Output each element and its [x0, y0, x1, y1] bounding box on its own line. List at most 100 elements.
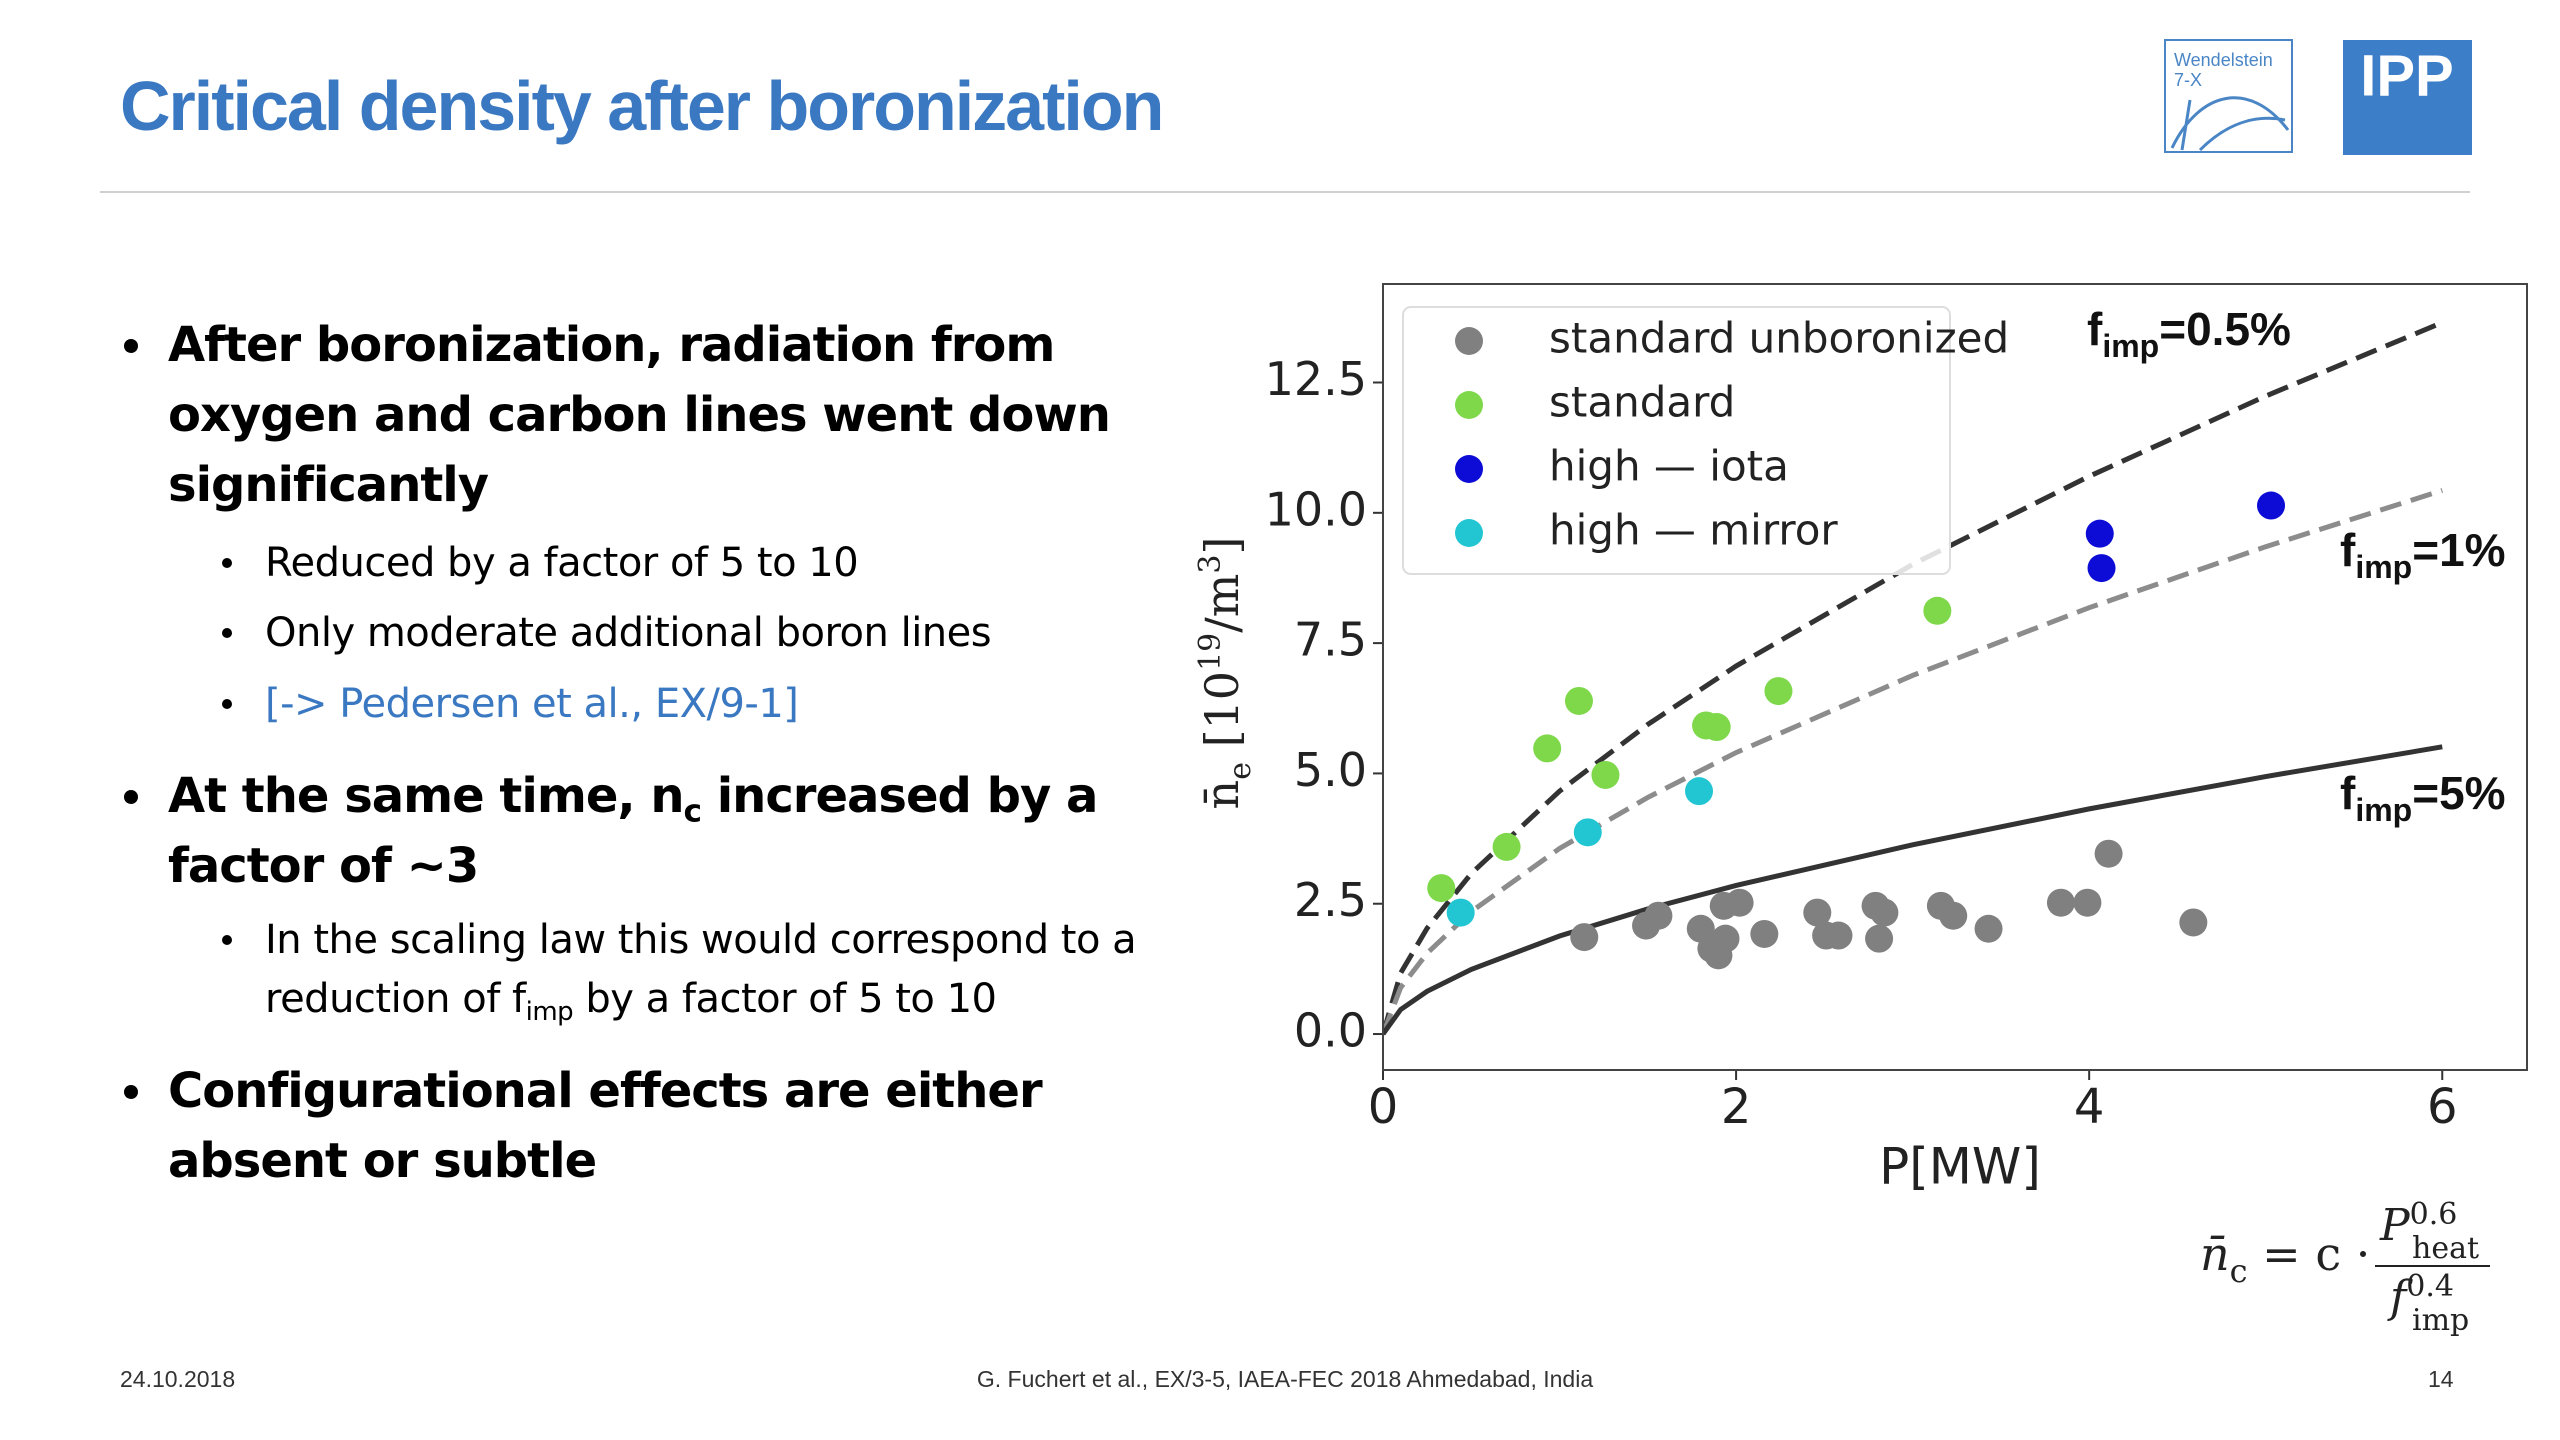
bullet — [222, 628, 232, 638]
curve-label-text: =5% — [2412, 767, 2505, 819]
curve — [1383, 744, 2443, 1036]
curve — [1383, 488, 2444, 1035]
point — [1923, 596, 1952, 625]
curve-label-text: =0.5% — [2159, 303, 2291, 355]
point — [2085, 519, 2114, 548]
point — [1591, 760, 1620, 789]
point — [1764, 677, 1793, 706]
point — [1570, 923, 1599, 952]
curve — [1383, 320, 2444, 1035]
bullet — [124, 790, 138, 804]
logo-text: 7-X — [2174, 70, 2202, 90]
y-tick-label: 7.5 — [1294, 613, 1367, 667]
point — [2257, 491, 2286, 520]
legend-marker — [1455, 455, 1483, 483]
formula-part: P — [2379, 1200, 2411, 1251]
subscript: imp — [525, 996, 574, 1027]
y-label-text: /m — [1195, 574, 1249, 633]
formula-sub: imp — [2412, 1303, 2469, 1338]
bullet-text: At the same time, nc increased by a fact… — [168, 761, 1168, 901]
subscript: c — [683, 793, 702, 830]
legend-label: standard — [1549, 378, 1735, 427]
curve-label-sub: imp — [2102, 328, 2159, 364]
x-axis-label: P[MW] — [1879, 1138, 2041, 1196]
point — [1974, 914, 2003, 943]
y-axis-label: n̄e [1019/m3] — [1193, 537, 1258, 810]
y-tick-label: 12.5 — [1265, 352, 1367, 406]
curve-label-text: =1% — [2412, 524, 2505, 576]
slide-title: Critical density after boronization — [120, 67, 1164, 145]
ipp-logo: IPP — [2343, 40, 2472, 155]
point — [1564, 686, 1593, 715]
y-label-script: 19 — [1193, 633, 1228, 671]
y-tick-label: 10.0 — [1265, 482, 1367, 536]
legend-marker — [1455, 327, 1483, 355]
logo-text: Wendelstein — [2174, 50, 2273, 70]
y-label-text: [10 — [1195, 671, 1249, 762]
formula: n̄c = c · — [2200, 1227, 2370, 1290]
legend-marker — [1455, 519, 1483, 547]
point — [1824, 921, 1853, 950]
formula-sup: 0.6 — [2410, 1197, 2458, 1232]
point — [2179, 908, 2208, 937]
reference-link[interactable]: [-> Pedersen et al., EX/9-1] — [265, 681, 799, 727]
text-run: At the same time, n — [168, 768, 685, 824]
point — [1711, 924, 1740, 953]
logo-text: IPP — [2360, 43, 2454, 108]
x-tick-label: 6 — [2427, 1079, 2458, 1135]
point — [1702, 713, 1731, 742]
formula-sub: heat — [2412, 1231, 2479, 1266]
legend-box — [1402, 306, 1951, 575]
point — [1725, 888, 1754, 917]
x-tick-label: 2 — [1721, 1079, 1752, 1135]
x-tick-label: 4 — [2074, 1079, 2105, 1135]
curve-label-text: f — [2340, 524, 2356, 576]
formula-part: n̄ — [2200, 1227, 2230, 1281]
point — [1573, 818, 1602, 847]
logo-arc — [2170, 96, 2290, 152]
formula-sub: c — [2230, 1252, 2248, 1290]
bullet — [222, 935, 232, 945]
bullet — [124, 339, 138, 353]
point — [1750, 919, 1779, 948]
point — [1427, 874, 1456, 903]
footer-date: 24.10.2018 — [120, 1366, 236, 1392]
point — [1685, 777, 1714, 806]
curve-label-sub: imp — [2355, 549, 2412, 585]
curve-label: fimp=0.5% — [2087, 303, 2291, 364]
curve-label: fimp=5% — [2340, 767, 2506, 828]
bullet — [222, 699, 232, 709]
point — [1446, 898, 1475, 927]
y-label-script: 3 — [1193, 555, 1228, 574]
chart: 0.0 2.5 5.0 7.5 10.0 12.5 0 2 4 6 P[MW] n̄e [1019/m… — [1193, 283, 2528, 1196]
point — [1492, 832, 1521, 861]
point — [1644, 901, 1673, 930]
point — [1803, 898, 1832, 927]
sub-bullet-text: Only moderate additional boron lines — [265, 610, 992, 656]
y-tick-label: 2.5 — [1294, 873, 1367, 927]
y-label-text: ] — [1195, 537, 1249, 555]
point — [1870, 898, 1899, 927]
legend-label: standard unboronized — [1549, 314, 2009, 363]
bullet — [124, 1085, 138, 1099]
text-run: by a factor of 5 to 10 — [573, 976, 997, 1022]
point — [1939, 901, 1968, 930]
point — [2087, 554, 2116, 583]
x-tick-label: 0 — [1368, 1079, 1399, 1135]
bullet-text: Configurational effects are either absen… — [168, 1063, 1043, 1189]
sub-bullet-text: Reduced by a factor of 5 to 10 — [265, 540, 859, 586]
y-label-text: n̄ — [1195, 780, 1249, 810]
legend-label: high — mirror — [1549, 506, 1838, 555]
curve-label-text: f — [2087, 303, 2103, 355]
point — [1533, 734, 1562, 763]
text-run: increased by a factor of ~3 — [168, 768, 1098, 894]
text-run: In the scaling law this would correspond… — [265, 917, 1137, 1022]
y-tick-label: 0.0 — [1294, 1004, 1367, 1058]
point — [2073, 888, 2102, 917]
bullet-text: After boronization, radiation from oxyge… — [168, 317, 1111, 513]
formula-denominator: f0.4 imp — [2387, 1269, 2469, 1338]
logo-frame — [2343, 40, 2472, 155]
point — [1865, 924, 1894, 953]
